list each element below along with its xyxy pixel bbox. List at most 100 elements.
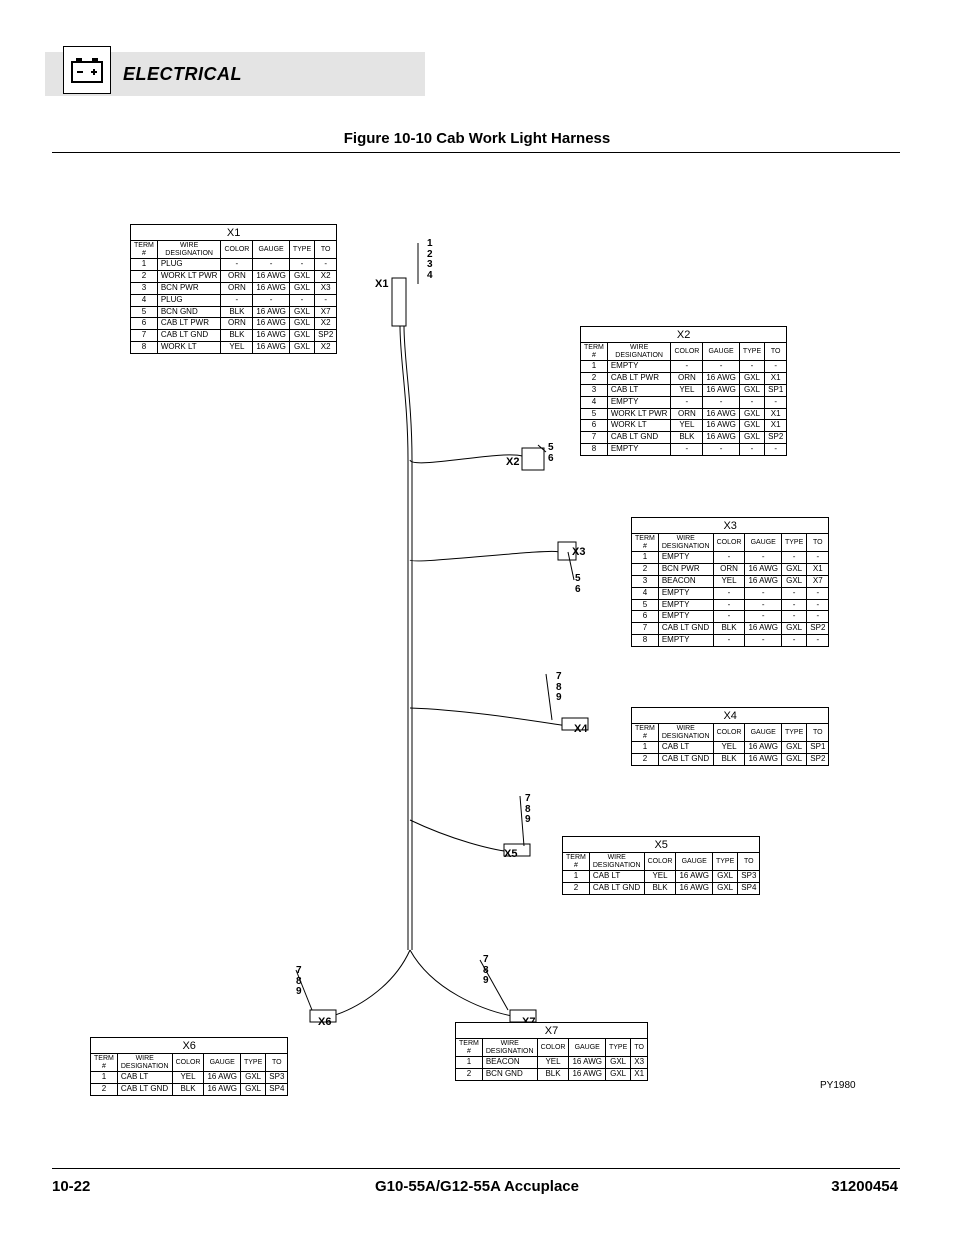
cell: GXL (739, 420, 764, 432)
cell: 7 (131, 330, 158, 342)
col-header: TYPE (739, 343, 764, 361)
table-row: 4PLUG---- (131, 294, 337, 306)
col-header: TO (765, 343, 787, 361)
col-header: WIREDESIGNATION (482, 1039, 537, 1057)
col-header: GAUGE (703, 343, 740, 361)
cell: 1 (563, 871, 590, 883)
pin-numbers: 56 (548, 443, 554, 464)
cell: ORN (221, 318, 253, 330)
col-header: TO (631, 1039, 648, 1057)
cell: BCN GND (157, 306, 221, 318)
col-header: TO (738, 853, 760, 871)
cell: - (703, 396, 740, 408)
cell: 3 (632, 575, 659, 587)
cell: 16 AWG (253, 306, 290, 318)
cell: GXL (289, 318, 314, 330)
col-header: COLOR (537, 1039, 569, 1057)
table-row: 3BCN PWRORN16 AWGGXLX3 (131, 282, 337, 294)
cell: 16 AWG (703, 373, 740, 385)
cell: - (253, 294, 290, 306)
cell: 16 AWG (204, 1084, 241, 1096)
cell: 8 (581, 443, 608, 455)
cell: - (765, 396, 787, 408)
col-header: TYPE (781, 724, 806, 742)
cell: 5 (131, 306, 158, 318)
col-header: WIREDESIGNATION (589, 853, 644, 871)
cell: SP2 (315, 330, 337, 342)
cell: YEL (537, 1057, 569, 1069)
col-header: TYPE (240, 1054, 265, 1072)
cell: 16 AWG (253, 271, 290, 283)
connector-label-x2: X2 (506, 456, 519, 468)
cell: EMPTY (607, 361, 671, 373)
cell: - (289, 259, 314, 271)
cell: ORN (221, 282, 253, 294)
table-row: 2WORK LT PWRORN16 AWGGXLX2 (131, 271, 337, 283)
col-header: TERM# (563, 853, 590, 871)
table-caption: X4 (631, 707, 829, 723)
pin-table-x7: X7TERM#WIREDESIGNATIONCOLORGAUGETYPETO1B… (455, 1022, 648, 1081)
cell: 2 (581, 373, 608, 385)
table-row: 1PLUG---- (131, 259, 337, 271)
cell: 4 (131, 294, 158, 306)
cell: 16 AWG (676, 883, 713, 895)
cell: PLUG (157, 259, 221, 271)
cell: ORN (671, 373, 703, 385)
cell: BCN GND (482, 1069, 537, 1081)
cell: 16 AWG (253, 341, 290, 353)
cell: 2 (563, 883, 590, 895)
cell: GXL (605, 1057, 630, 1069)
cell: 2 (632, 754, 659, 766)
cell: X3 (631, 1057, 648, 1069)
cell: 16 AWG (676, 871, 713, 883)
cell: X3 (315, 282, 337, 294)
cell: - (289, 294, 314, 306)
pin-numbers: 56 (575, 574, 581, 595)
cell: WORK LT (607, 420, 671, 432)
cell: X2 (315, 318, 337, 330)
cell: 16 AWG (703, 384, 740, 396)
pin-table-x2: X2TERM#WIREDESIGNATIONCOLORGAUGETYPETO1E… (580, 326, 787, 456)
cell: EMPTY (607, 443, 671, 455)
cell: 1 (581, 361, 608, 373)
cell: BLK (644, 883, 676, 895)
col-header: TERM# (91, 1054, 118, 1072)
cell: CAB LT PWR (607, 373, 671, 385)
cell: SP2 (807, 623, 829, 635)
cell: GXL (289, 282, 314, 294)
cell: GXL (781, 742, 806, 754)
cell: SP2 (807, 754, 829, 766)
pin-numbers: 789 (525, 794, 531, 826)
table-caption: X7 (455, 1022, 648, 1038)
cell: 16 AWG (204, 1072, 241, 1084)
cell: GXL (739, 373, 764, 385)
table-row: 4EMPTY---- (632, 587, 829, 599)
col-header: GAUGE (204, 1054, 241, 1072)
cell: 1 (91, 1072, 118, 1084)
cell: ORN (713, 564, 745, 576)
cell: 2 (131, 271, 158, 283)
cell: - (253, 259, 290, 271)
table-row: 6WORK LTYEL16 AWGGXLX1 (581, 420, 787, 432)
pin-numbers: 789 (296, 966, 302, 998)
cell: BLK (671, 432, 703, 444)
table-caption: X5 (562, 836, 760, 852)
footer-partno: 31200454 (831, 1178, 898, 1195)
cell: 2 (91, 1084, 118, 1096)
cell: - (807, 587, 829, 599)
cell: 1 (632, 552, 659, 564)
cell: CAB LT (658, 742, 713, 754)
cell: 8 (632, 634, 659, 646)
col-header: WIREDESIGNATION (658, 534, 713, 552)
cell: - (781, 634, 806, 646)
col-header: WIREDESIGNATION (607, 343, 671, 361)
table-row: 3CAB LTYEL16 AWGGXLSP1 (581, 384, 787, 396)
cell: GXL (781, 754, 806, 766)
table-row: 7CAB LT GNDBLK16 AWGGXLSP2 (581, 432, 787, 444)
pin-table-x6: X6TERM#WIREDESIGNATIONCOLORGAUGETYPETO1C… (90, 1037, 288, 1096)
cell: - (703, 361, 740, 373)
cell: GXL (712, 883, 737, 895)
cell: X2 (315, 271, 337, 283)
cell: X1 (765, 408, 787, 420)
col-header: COLOR (221, 241, 253, 259)
